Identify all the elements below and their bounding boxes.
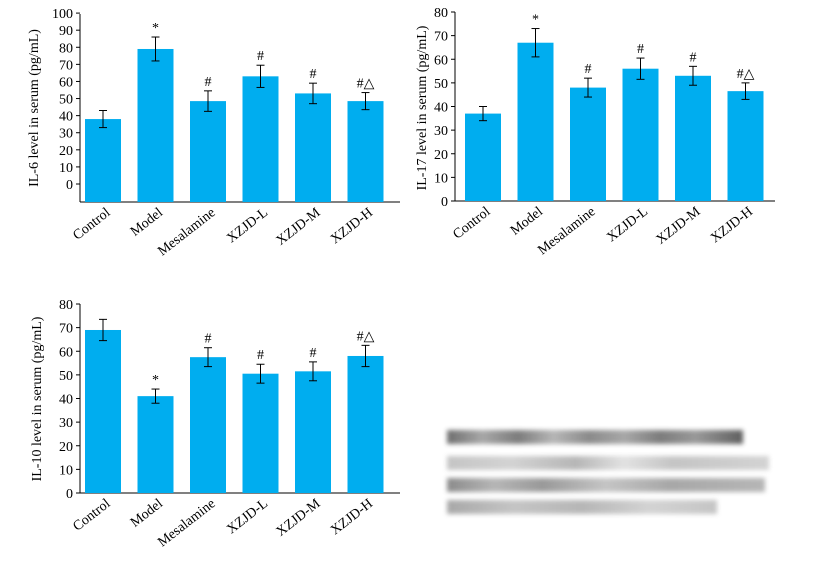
y-tick-label: 10: [59, 463, 73, 478]
y-tick-label: 0: [441, 195, 448, 210]
significance-mark: #: [690, 50, 697, 65]
bar-control: [85, 329, 121, 493]
blurred-caption: [447, 424, 769, 518]
y-tick-label: 80: [59, 41, 73, 56]
chart-2: 0 10 20 30 40 50 60 70 80 IL-17 level in serum (p…: [415, 6, 775, 258]
bar-xzjd-m: [295, 93, 331, 202]
y-tick-label: 80: [434, 6, 448, 21]
y-tick-label: 30: [434, 124, 448, 139]
y-tick-label: 20: [59, 440, 73, 455]
y-axis-label: IL-10 level in serum (pg/mL): [30, 316, 45, 481]
significance-mark: *: [152, 373, 159, 388]
y-axis-label: IL-6 level in serum (pg/mL): [27, 29, 42, 187]
category-label: XZJD-H: [328, 205, 376, 247]
significance-mark: #: [257, 348, 264, 363]
y-tick-label: 80: [59, 298, 73, 313]
chart-1: 0 10 20 30 40 50 60 70 80 90 100 IL-6 level in seru…: [27, 7, 400, 259]
y-tick-label: 100: [52, 7, 73, 22]
category-label: Control: [451, 204, 494, 242]
y-tick-label: 0: [66, 178, 73, 193]
significance-mark: *: [532, 13, 539, 28]
y-tick-label: 10: [434, 171, 448, 186]
significance-mark: #△: [357, 77, 375, 92]
y-tick-label: 60: [59, 75, 73, 90]
category-label: Model: [508, 204, 546, 238]
significance-mark: #: [637, 42, 644, 57]
y-tick-label: 70: [59, 322, 73, 337]
y-tick-label: 50: [434, 77, 448, 92]
category-label: XZJD-M: [274, 205, 324, 249]
bar-xzjd-h: [347, 355, 384, 493]
y-tick-label: 40: [59, 393, 73, 408]
category-label: XZJD-M: [274, 496, 324, 540]
bar-model: [517, 42, 554, 202]
bar-xzjd-l: [242, 76, 279, 202]
bar-mesalamine: [570, 87, 606, 201]
chart-3: 0 10 20 30 40 50 60 70 80 IL-10 level in serum (p…: [30, 298, 400, 550]
category-label: Model: [128, 205, 166, 239]
category-label: XZJD-L: [604, 204, 651, 245]
bar-model: [137, 396, 174, 493]
y-tick-label: 70: [434, 30, 448, 45]
y-tick-label: 50: [59, 369, 73, 384]
y-tick-label: 10: [59, 161, 73, 176]
bar-control: [85, 119, 121, 202]
y-tick-label: 40: [434, 101, 448, 116]
category-label: Mesalamine: [535, 204, 598, 258]
y-tick-label: 20: [59, 144, 73, 159]
significance-mark: #△: [737, 67, 755, 82]
bar-mesalamine: [190, 101, 226, 202]
significance-mark: #: [310, 346, 317, 361]
category-label: Mesalamine: [155, 496, 218, 550]
category-label: XZJD-M: [654, 204, 704, 248]
significance-mark: #: [205, 75, 212, 90]
bar-model: [137, 48, 174, 203]
significance-mark: #: [585, 62, 592, 77]
category-label: Control: [71, 205, 114, 243]
category-label: XZJD-H: [708, 204, 756, 246]
bar-xzjd-m: [295, 371, 331, 493]
significance-mark: #△: [357, 329, 375, 344]
y-axis-label: IL-17 level in serum (pg/mL): [415, 25, 430, 190]
bar-xzjd-m: [675, 75, 711, 201]
y-tick-label: 90: [59, 24, 73, 39]
significance-mark: #: [257, 49, 264, 64]
category-label: Model: [128, 496, 166, 530]
bar-xzjd-l: [242, 373, 279, 493]
y-tick-label: 0: [66, 487, 73, 502]
y-tick-label: 30: [59, 416, 73, 431]
significance-mark: #: [310, 67, 317, 82]
y-tick-label: 20: [434, 148, 448, 163]
bar-xzjd-h: [727, 91, 764, 201]
significance-mark: *: [152, 21, 159, 36]
category-label: XZJD-L: [224, 496, 271, 537]
y-tick-label: 60: [59, 345, 73, 360]
bar-control: [465, 113, 501, 201]
significance-mark: #: [205, 332, 212, 347]
y-tick-label: 70: [59, 58, 73, 73]
y-tick-label: 30: [59, 127, 73, 142]
bar-xzjd-l: [622, 68, 659, 201]
category-label: Control: [71, 496, 114, 534]
category-label: XZJD-L: [224, 205, 271, 246]
y-tick-label: 40: [59, 110, 73, 125]
y-tick-label: 60: [434, 53, 448, 68]
bar-mesalamine: [190, 357, 226, 493]
y-tick-label: 50: [59, 93, 73, 108]
category-label: XZJD-H: [328, 496, 376, 538]
bar-xzjd-h: [347, 101, 384, 202]
category-label: Mesalamine: [155, 205, 218, 259]
